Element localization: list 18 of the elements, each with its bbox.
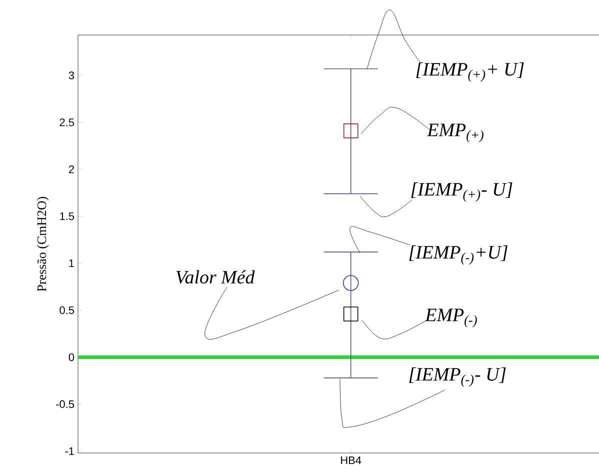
annotation: [IEMP$_{(+)}$- U] — [411, 182, 512, 202]
annotation: Valor Méd — [176, 270, 255, 284]
y-tick-label: 2 — [68, 166, 74, 174]
y-tick-label: 3 — [68, 72, 74, 80]
annotation: [IEMP$_{(+)}$+ U] — [416, 62, 524, 82]
y-tick-label: 1 — [69, 259, 74, 268]
y-tick-label: -0.5 — [56, 400, 74, 408]
y-tick-label: 0 — [68, 353, 74, 362]
y-tick-label: 2.5 — [60, 118, 74, 126]
y-tick-label: 0.5 — [60, 306, 74, 314]
y-axis-title: Pressão (CmH2O) — [37, 196, 49, 292]
annotation: [IEMP$_{(-)}$- U] — [409, 367, 506, 387]
annotation: EMP$_{(+)}$ — [426, 124, 484, 142]
y-tick-label: -1 — [65, 447, 74, 455]
x-tick-label: HB4 — [341, 456, 362, 464]
annotation: EMP$_{(-)}$ — [424, 308, 477, 328]
y-tick-label: 1.5 — [60, 212, 74, 220]
annotation: [IEMP$_{(-)}$+U] — [409, 245, 508, 265]
